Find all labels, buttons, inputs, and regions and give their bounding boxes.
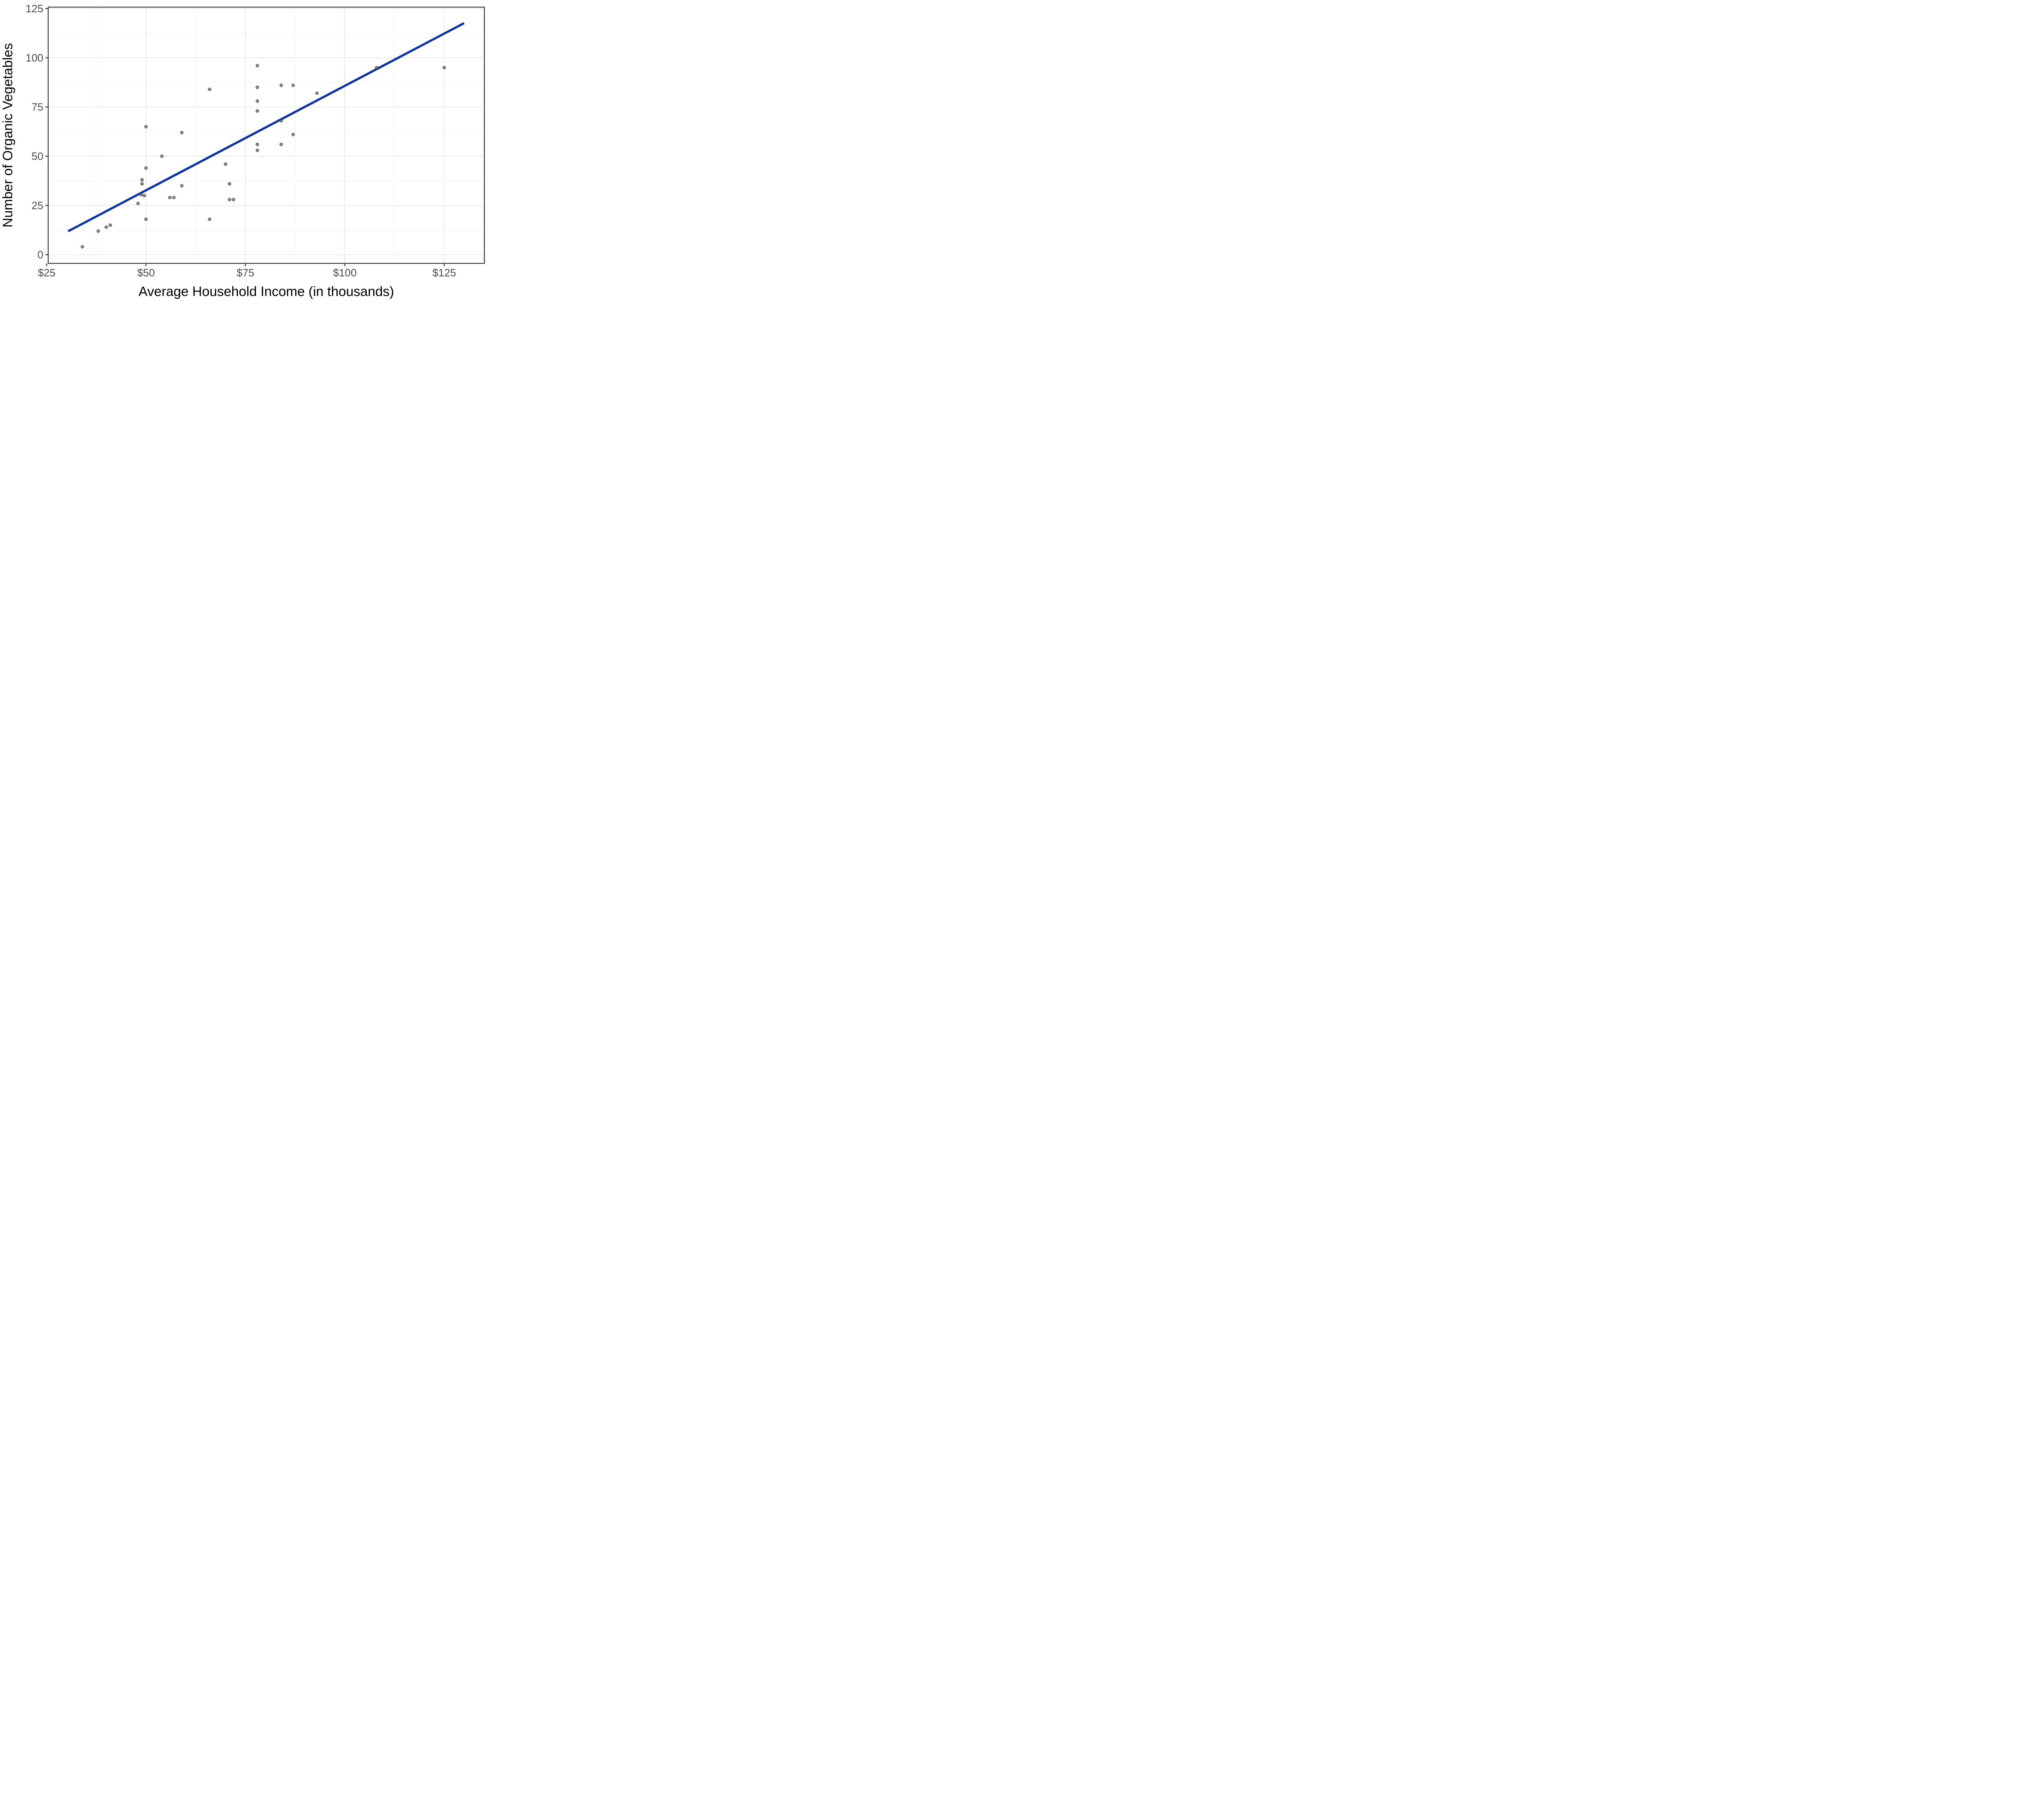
data-point [256,64,259,67]
data-point [375,66,379,70]
data-point [180,131,184,135]
data-point [228,182,231,186]
chart-canvas: $25 $50 $75 $100 $125 125 100 75 50 25 0 Average Ho… [0,2,485,299]
x-tick-label: $100 [333,267,357,279]
data-point [144,218,148,221]
data-point [208,87,211,91]
data-point [256,148,259,152]
data-point [81,245,84,249]
data-point [228,198,231,202]
data-point [144,125,148,128]
y-tick-label: 125 [26,2,43,15]
data-point [96,229,100,233]
data-point [291,133,295,137]
plot-panel-background [48,7,484,264]
data-point [136,202,140,205]
data-point [108,223,112,227]
data-point [143,194,146,197]
data-point [256,143,259,146]
trend-line [67,22,465,233]
y-tick-label: 75 [31,101,43,113]
y-tick-label: 100 [26,52,43,64]
data-point [256,85,259,89]
x-tick-label: $75 [237,267,254,279]
data-point [232,198,235,202]
data-point [256,99,259,103]
x-tick-label: $50 [137,267,155,279]
data-point [180,184,184,188]
data-point [104,225,108,229]
data-point [291,83,295,87]
data-point [256,109,259,113]
data-point [168,196,172,200]
x-axis-title: Average Household Income (in thousands) [139,284,394,299]
y-tick-label: 25 [31,200,43,212]
data-point [160,155,164,158]
data-point [442,66,446,70]
panel-border [47,7,485,264]
data-point [279,119,283,123]
data-point [140,178,144,182]
x-tick-label: $25 [38,267,55,279]
data-point [224,162,227,166]
data-point [139,193,143,197]
data-point [144,166,148,170]
data-point [208,218,211,221]
data-point [172,196,176,200]
y-tick-label: 0 [38,249,43,261]
scatter-plot-figure: $25 $50 $75 $100 $125 125 100 75 50 25 0 Average Ho… [0,0,491,303]
data-point [315,91,319,95]
data-point [140,182,144,186]
data-point [279,83,283,87]
data-point [279,143,283,146]
y-axis-title: Number of Organic Vegetables [0,43,15,227]
x-tick-label: $125 [433,267,456,279]
y-tick-label: 50 [31,150,43,162]
